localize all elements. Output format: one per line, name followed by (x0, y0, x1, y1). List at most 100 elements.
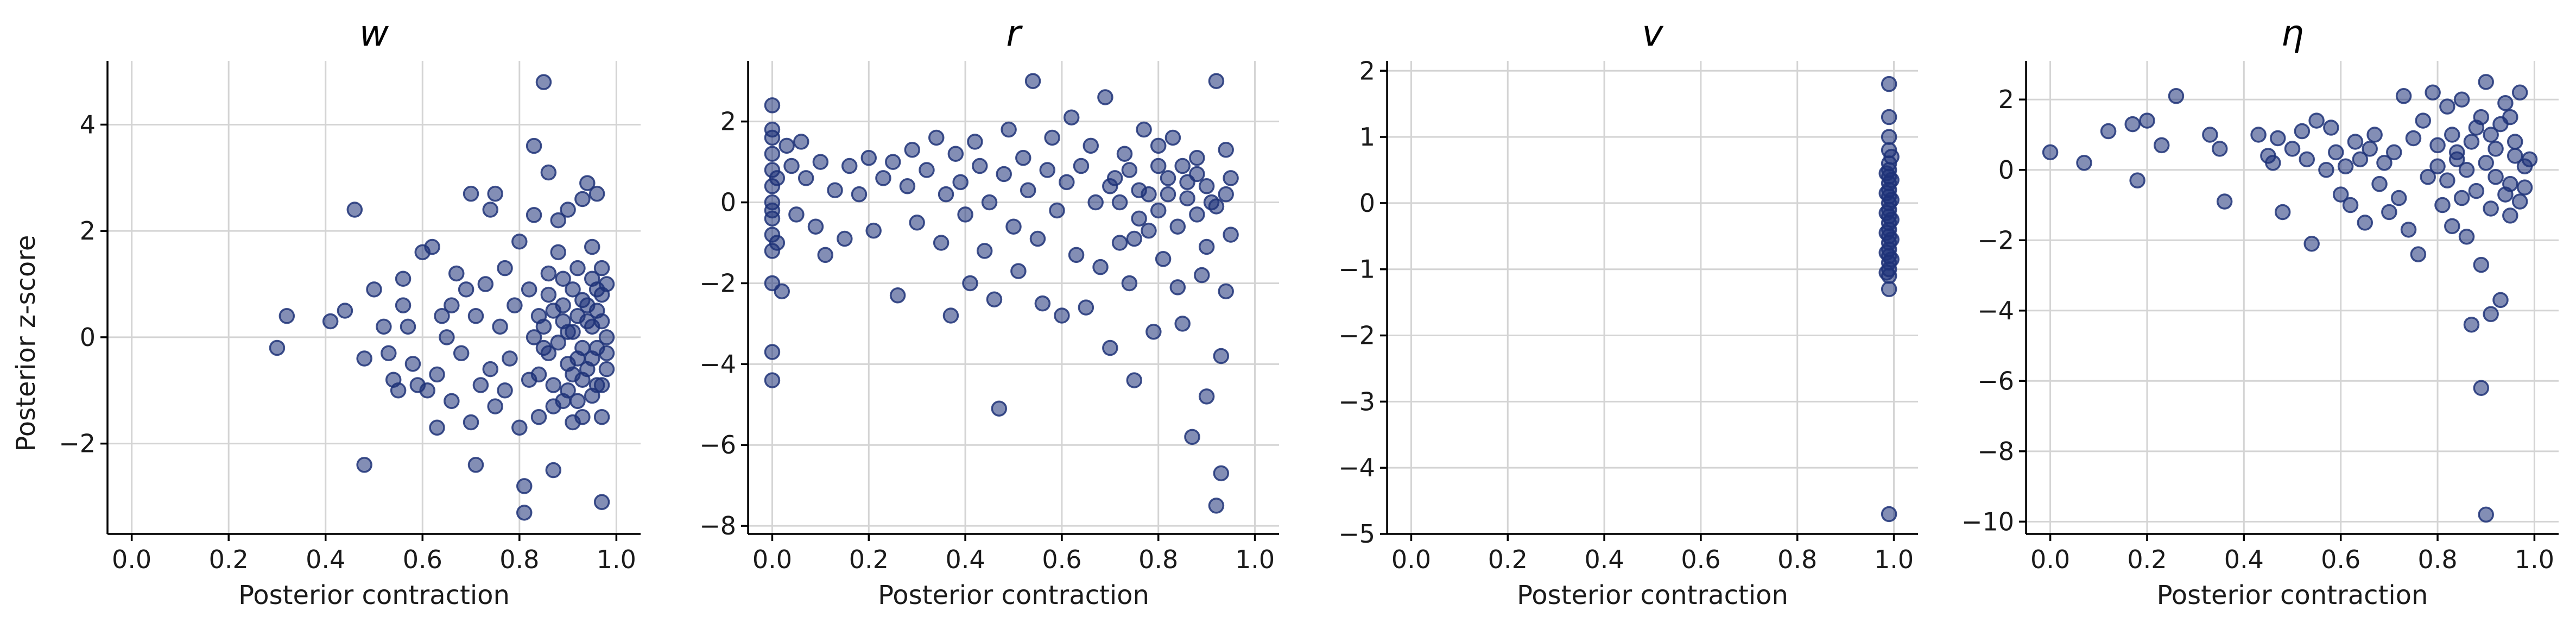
scatter-point (2444, 127, 2460, 143)
scatter-point (889, 287, 906, 304)
scatter-point (884, 154, 901, 170)
scatter-point (769, 170, 786, 186)
scatter-point (419, 382, 435, 399)
scatter-point (788, 206, 805, 223)
scatter-point (2492, 292, 2509, 309)
x-tick-label: 1.0 (1235, 545, 1275, 574)
scatter-point (574, 339, 591, 356)
y-tick-label: −8 (1977, 437, 2014, 466)
y-tick-label: 0 (1359, 188, 1375, 218)
scatter-point (526, 207, 542, 223)
scatter-point (1024, 73, 1041, 89)
scatter-point (764, 121, 781, 138)
scatter-point (565, 324, 581, 340)
scatter-point (1083, 137, 1099, 154)
scatter-point (1189, 166, 1205, 183)
scatter-point (2284, 141, 2301, 157)
scatter-point (1145, 324, 1162, 340)
scatter-point (1102, 339, 1118, 356)
scatter-point (1068, 247, 1085, 263)
panel-title: η (2281, 12, 2304, 54)
scatter-point (1179, 190, 1195, 206)
scatter-point (957, 206, 973, 223)
scatter-point (764, 97, 781, 114)
scatter-point (1881, 506, 1897, 523)
scatter-point (593, 408, 610, 425)
scatter-point (793, 134, 809, 150)
scatter-point (2265, 155, 2281, 171)
scatter-point (322, 313, 339, 330)
scatter-point (439, 329, 455, 345)
scatter-point (1218, 186, 1234, 203)
x-tick-label: 0.4 (1585, 545, 1624, 574)
scatter-point (2211, 141, 2228, 157)
scatter-panel-eta: 0.0 0.2 0.4 0.6 0.8 1.0 −10 −8 −6 −4 −2 0 2 Posterior… (1961, 12, 2559, 611)
scatter-point (2483, 127, 2499, 143)
scatter-point (2347, 134, 2364, 150)
scatter-point (1029, 230, 1046, 247)
scatter-point (467, 457, 484, 473)
scatter-point (769, 235, 786, 251)
x-tick-label: 0.0 (2030, 545, 2070, 574)
y-tick-label: −10 (1961, 507, 2014, 536)
scatter-point (516, 478, 533, 494)
scatter-point (2318, 162, 2334, 178)
scatter-point (593, 313, 610, 330)
scatter-point (424, 238, 440, 255)
scatter-point (1059, 174, 1075, 191)
scatter-point (2439, 98, 2455, 115)
scatter-point (942, 307, 959, 324)
scatter-point (1881, 281, 1897, 298)
scatter-point (976, 243, 993, 259)
scatter-point (2395, 88, 2412, 104)
scatter-point (535, 74, 552, 90)
scatter-point (555, 313, 571, 330)
scatter-point (458, 281, 474, 298)
scatter-point (2502, 175, 2518, 192)
scatter-point (1020, 182, 1036, 198)
scatter-point (837, 230, 853, 247)
scatter-point (497, 260, 513, 276)
y-tick-label: 2 (1998, 85, 2014, 114)
scatter-point (1160, 170, 1176, 186)
scatter-point (1111, 194, 1128, 211)
scatter-point (2216, 193, 2233, 210)
scatter-point (584, 350, 600, 367)
scatter-point (1150, 158, 1167, 174)
scatter-point (2139, 112, 2155, 129)
x-tick-label: 0.4 (2224, 545, 2264, 574)
scatter-point (2332, 186, 2349, 203)
scatter-point (764, 146, 781, 162)
scatter-point (381, 345, 397, 362)
scatter-point (574, 191, 591, 207)
scatter-point (2516, 179, 2533, 196)
scatter-point (841, 158, 858, 174)
scatter-point (1881, 76, 1897, 92)
scatter-point (507, 297, 523, 313)
scatter-point (540, 286, 557, 303)
scatter-point (545, 377, 562, 393)
x-tick-label: 0.2 (849, 545, 889, 574)
scatter-point (2362, 141, 2378, 157)
y-tick-label: 2 (1359, 56, 1375, 85)
scatter-point (981, 194, 998, 211)
scatter-point (1198, 178, 1215, 194)
scatter-point (482, 361, 499, 378)
scatter-point (1218, 142, 1234, 158)
scatter-point (477, 276, 494, 292)
scatter-point (764, 202, 781, 219)
scatter-point (555, 271, 571, 287)
scatter-point (1150, 137, 1167, 154)
scatter-point (1121, 275, 1138, 292)
scatter-point (1160, 186, 1176, 203)
scatter-point (1136, 121, 1152, 138)
scatter-point (2483, 200, 2499, 217)
scatter-point (1131, 210, 1147, 227)
scatter-point (899, 178, 916, 194)
scatter-point (545, 462, 562, 479)
scatter-point (1223, 227, 1239, 243)
scatter-point (2168, 88, 2185, 104)
panel-title: r (1006, 12, 1023, 54)
scatter-point (1878, 185, 1895, 202)
scatter-point (535, 318, 552, 335)
